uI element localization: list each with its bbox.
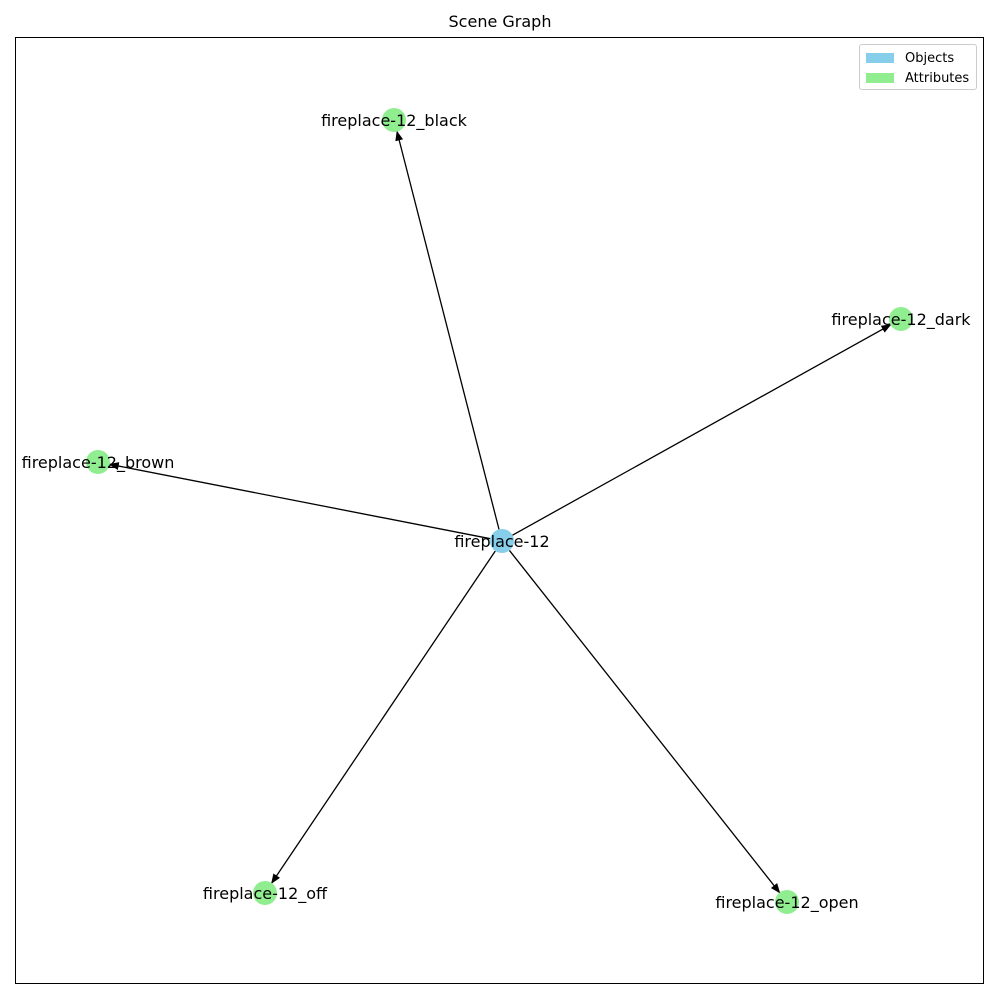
edges-layer bbox=[108, 130, 892, 894]
node-label-fireplace-12: fireplace-12 bbox=[454, 532, 549, 551]
node-label-fireplace-12_dark: fireplace-12_dark bbox=[831, 310, 971, 330]
edge-fireplace-12_open bbox=[508, 550, 781, 894]
node-label-fireplace-12_off: fireplace-12_off bbox=[203, 884, 328, 904]
objects-swatch bbox=[866, 53, 894, 63]
legend-label-objects: Objects bbox=[905, 50, 955, 66]
node-label-fireplace-12_black: fireplace-12_black bbox=[321, 111, 468, 131]
legend: Objects Attributes bbox=[859, 44, 977, 90]
legend-label-attributes: Attributes bbox=[905, 70, 970, 86]
legend-item-objects: Objects bbox=[866, 49, 954, 67]
labels-layer: fireplace-12 fireplace-12_black fireplace-… bbox=[22, 111, 972, 913]
node-label-fireplace-12_brown: fireplace-12_brown bbox=[22, 453, 175, 473]
node-label-fireplace-12_open: fireplace-12_open bbox=[715, 893, 858, 913]
node-fireplace-12_black bbox=[382, 108, 406, 132]
node-fireplace-12_open bbox=[775, 890, 799, 914]
legend-item-attributes: Attributes bbox=[866, 69, 969, 87]
edge-fireplace-12_dark bbox=[512, 324, 892, 536]
nodes-layer bbox=[86, 108, 913, 914]
plot-frame bbox=[15, 37, 984, 984]
node-fireplace-12_dark bbox=[889, 307, 913, 331]
edge-fireplace-12_off bbox=[271, 550, 496, 884]
node-fireplace-12_off bbox=[253, 881, 277, 905]
edge-fireplace-12_brown bbox=[108, 462, 491, 540]
node-fireplace-12 bbox=[490, 529, 514, 553]
edge-fireplace-12_black bbox=[395, 130, 500, 530]
attributes-swatch bbox=[866, 73, 894, 83]
graph-title: Scene Graph bbox=[448, 12, 552, 31]
node-fireplace-12_brown bbox=[86, 450, 110, 474]
